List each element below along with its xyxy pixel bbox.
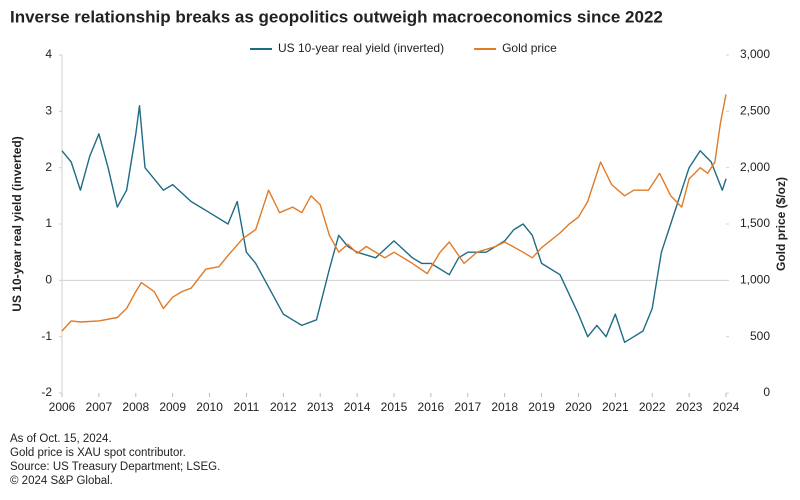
- chart-title: Inverse relationship breaks as geopoliti…: [10, 7, 663, 26]
- x-tick-label: 2017: [454, 400, 481, 414]
- x-tick-label: 2015: [381, 400, 408, 414]
- x-tick-label: 2020: [565, 400, 592, 414]
- y-tick-label: 2: [45, 160, 52, 174]
- y2-tick-label: 2,500: [740, 104, 770, 118]
- y2-tick-label: 500: [750, 329, 770, 343]
- x-tick-label: 2024: [713, 400, 740, 414]
- y2-tick-label: 2,000: [740, 160, 770, 174]
- x-tick-label: 2013: [307, 400, 334, 414]
- y2-axis-title: Gold price ($/oz): [774, 177, 788, 271]
- y-tick-label: 1: [45, 216, 52, 230]
- x-tick-label: 2014: [344, 400, 371, 414]
- x-tick-label: 2023: [676, 400, 703, 414]
- note: © 2024 S&P Global.: [10, 475, 113, 487]
- x-tick-label: 2009: [159, 400, 186, 414]
- y2-tick-label: 1,500: [740, 216, 770, 230]
- y-tick-label: 0: [45, 273, 52, 287]
- legend-label: Gold price: [502, 41, 557, 55]
- note: Source: US Treasury Department; LSEG.: [10, 461, 220, 473]
- y-tick-label: 3: [45, 104, 52, 118]
- x-tick-label: 2006: [49, 400, 76, 414]
- legend-label: US 10-year real yield (inverted): [278, 41, 444, 55]
- x-tick-label: 2021: [602, 400, 629, 414]
- note: As of Oct. 15, 2024.: [10, 433, 112, 445]
- y-tick-label: -2: [41, 385, 52, 399]
- x-tick-label: 2018: [491, 400, 518, 414]
- y-tick-label: 4: [45, 47, 52, 61]
- y2-tick-label: 3,000: [740, 47, 770, 61]
- note: Gold price is XAU spot contributor.: [10, 447, 186, 459]
- x-tick-label: 2016: [418, 400, 445, 414]
- x-tick-label: 2008: [122, 400, 149, 414]
- y-axis-title: US 10-year real yield (inverted): [10, 136, 24, 311]
- x-tick-label: 2007: [86, 400, 113, 414]
- x-tick-label: 2011: [234, 400, 260, 414]
- data-line: [61, 94, 727, 332]
- x-tick-label: 2010: [196, 400, 223, 414]
- y2-tick-label: 1,000: [740, 273, 770, 287]
- x-tick-label: 2012: [270, 400, 297, 414]
- x-tick-label: 2022: [639, 400, 666, 414]
- data-line: [61, 105, 727, 343]
- y-tick-label: -1: [41, 329, 52, 343]
- y2-tick-label: 0: [763, 385, 770, 399]
- x-tick-label: 2019: [528, 400, 555, 414]
